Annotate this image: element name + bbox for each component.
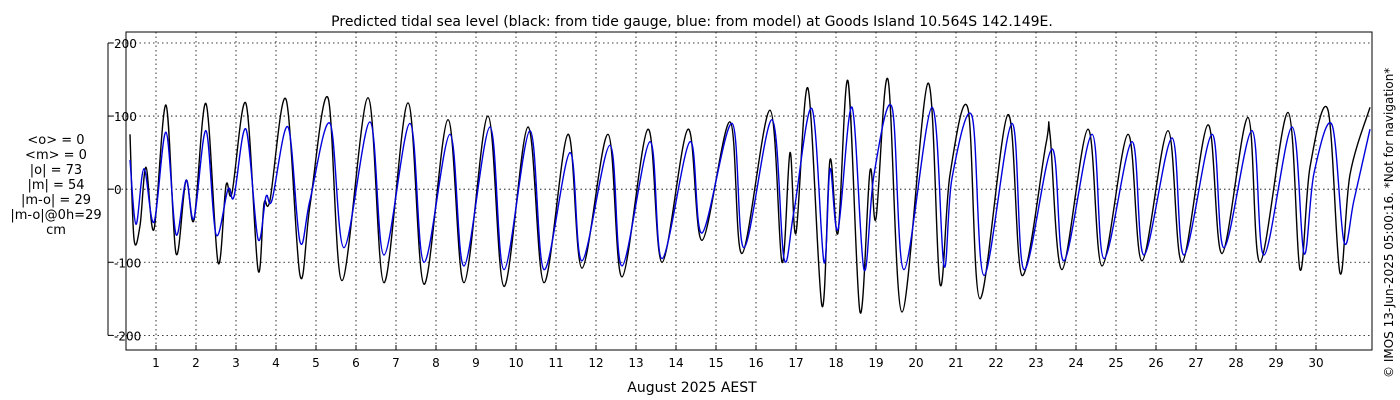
series-layer [129,77,1371,314]
x-tick-label: 2 [192,356,200,370]
y-tick-label: -200 [114,329,141,343]
stat-mean-observed: <o> = 0 [27,133,85,148]
x-tick-label: 26 [1148,356,1163,370]
x-tick-label: 21 [948,356,963,370]
x-tick-label: 4 [272,356,280,370]
plot-frame [125,31,1373,351]
x-axis-label: August 2025 AEST [627,380,757,396]
x-axis: 1 2 3 4 5 6 7 8 9 10 11 12 13 14 15 16 17 18 19 20 21 22 23 24 2… [152,345,1324,370]
stat-abs-diff: |m-o| = 29 [20,193,91,208]
x-tick-label: 24 [1068,356,1083,370]
stat-abs-diff-0h: |m-o|@0h=29 [10,208,102,223]
x-tick-label: 7 [392,356,400,370]
series-line-model [129,103,1371,277]
x-tick-label: 20 [908,356,923,370]
x-tick-label: 16 [748,356,763,370]
x-tick-label: 9 [472,356,480,370]
x-tick-label: 12 [588,356,603,370]
series-line-tide-gauge [129,77,1371,314]
y-tick-label: 100 [114,110,137,124]
x-tick-label: 3 [232,356,240,370]
x-tick-label: 28 [1228,356,1243,370]
stat-abs-observed: |o| = 73 [29,163,83,178]
y-tick-label: 0 [114,183,122,197]
x-tick-label: 1 [152,356,160,370]
x-tick-label: 19 [868,356,883,370]
statistics-panel: <o> = 0 <m> = 0 |o| = 73 |m| = 54 |m-o| … [0,133,112,238]
x-tick-label: 27 [1188,356,1203,370]
x-tick-label: 14 [668,356,683,370]
x-tick-label: 29 [1268,356,1283,370]
stat-mean-model: <m> = 0 [25,148,87,163]
stat-abs-model: |m| = 54 [27,178,85,193]
x-tick-label: 18 [828,356,843,370]
x-tick-label: 30 [1308,356,1323,370]
x-tick-label: 13 [628,356,643,370]
x-tick-label: 15 [708,356,723,370]
x-tick-label: 10 [508,356,523,370]
x-tick-label: 17 [788,356,803,370]
copyright-note: © IMOS 13-Jun-2025 05:00:16. *Not for na… [1382,68,1396,378]
x-tick-label: 25 [1108,356,1123,370]
x-tick-label: 23 [1028,356,1043,370]
x-tick-label: 8 [432,356,440,370]
x-tick-label: 5 [312,356,320,370]
x-tick-label: 22 [988,356,1003,370]
chart-title: Predicted tidal sea level (black: from t… [331,14,1053,30]
x-tick-label: 6 [352,356,360,370]
grid-lines [108,32,1372,350]
y-axis: -200 -100 0 100 200 [107,37,141,343]
y-tick-label: -100 [114,256,141,270]
y-tick-label: 200 [114,37,137,51]
x-tick-label: 11 [548,356,563,370]
stat-unit: cm [46,223,66,238]
